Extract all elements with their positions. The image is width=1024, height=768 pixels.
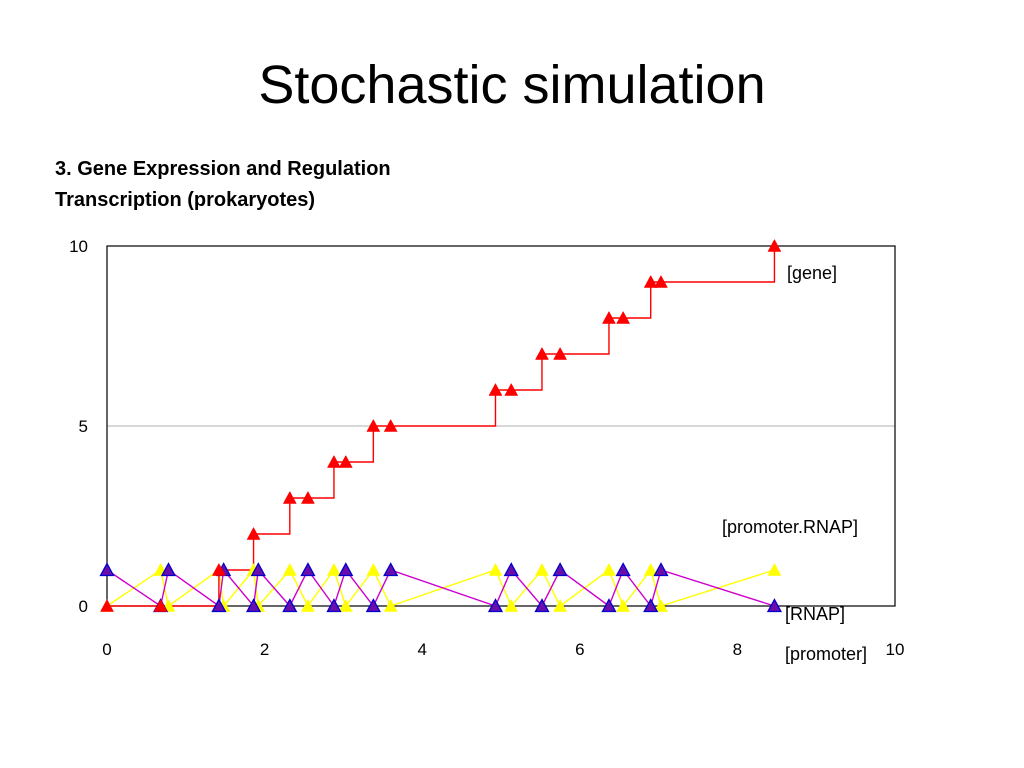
y-tick-label: 5: [79, 417, 88, 436]
data-point-gene: [246, 526, 261, 540]
data-point-promoter-rnap: [301, 598, 315, 612]
data-point-promoter-rnap: [553, 598, 568, 612]
data-point-rnap: [300, 562, 316, 577]
label-rnap: [RNAP]: [785, 604, 845, 624]
data-point-promoter-rnap: [535, 562, 549, 576]
data-point-rnap: [211, 598, 227, 613]
data-point-rnap: [487, 598, 504, 613]
data-point-rnap: [383, 562, 399, 577]
data-point-rnap: [160, 562, 177, 577]
data-point-gene: [282, 490, 297, 504]
data-point-rnap: [338, 562, 354, 577]
y-tick-label: 0: [79, 597, 88, 616]
subtitle-section: 3. Gene Expression and Regulation: [55, 158, 391, 180]
data-point-promoter-rnap: [488, 562, 503, 576]
data-point-gene: [553, 346, 568, 360]
data-point-rnap: [250, 562, 266, 577]
data-point-rnap: [552, 562, 568, 577]
data-point-gene: [654, 274, 668, 288]
label-promoter: [promoter]: [785, 644, 867, 664]
x-tick-label: 0: [102, 640, 111, 659]
data-point-rnap: [643, 598, 659, 613]
y-tick-label: 10: [69, 237, 88, 256]
data-point-gene: [535, 346, 549, 360]
data-point-promoter-rnap: [327, 562, 341, 576]
data-point-rnap: [365, 598, 381, 613]
x-tick-label: 2: [260, 640, 269, 659]
subtitle-topic: Transcription (prokaryotes): [55, 189, 316, 211]
data-point-promoter-rnap: [504, 598, 519, 612]
data-point-gene: [327, 454, 341, 468]
data-point-rnap: [601, 598, 617, 613]
data-point-gene: [153, 598, 168, 612]
data-point-gene: [488, 382, 503, 396]
x-tick-label: 8: [733, 640, 742, 659]
data-point-promoter-rnap: [338, 598, 353, 612]
x-tick-label: 4: [417, 640, 426, 659]
data-point-promoter-rnap: [616, 598, 631, 612]
data-point-promoter-rnap: [643, 562, 658, 576]
data-point-promoter-rnap: [654, 598, 668, 612]
plot-frame: [106, 245, 896, 607]
x-tick-label: 6: [575, 640, 584, 659]
x-tick-label: 10: [886, 640, 905, 659]
data-point-rnap: [99, 562, 115, 577]
data-point-gene: [338, 454, 353, 468]
data-point-promoter-rnap: [282, 562, 297, 576]
data-point-gene: [767, 238, 782, 252]
data-point-gene: [643, 274, 658, 288]
data-point-rnap: [615, 562, 631, 577]
data-point-rnap: [326, 598, 342, 613]
data-point-gene: [366, 418, 381, 432]
series-line-promoter-rnap: [106, 568, 775, 608]
data-point-rnap: [653, 562, 669, 577]
slide-title: Stochastic simulation: [258, 55, 766, 115]
data-point-gene: [211, 562, 226, 576]
data-point-gene: [616, 310, 631, 324]
data-point-gene: [504, 382, 519, 396]
data-point-gene: [602, 310, 616, 324]
data-point-rnap: [245, 598, 262, 613]
data-point-promoter-rnap: [366, 562, 381, 576]
label-gene: [gene]: [787, 263, 837, 283]
data-point-gene: [100, 598, 114, 612]
data-point-promoter-rnap: [602, 562, 616, 576]
data-point-promoter-rnap: [767, 562, 782, 576]
data-point-rnap: [282, 598, 298, 613]
data-point-rnap: [534, 598, 550, 613]
data-point-rnap: [503, 562, 519, 577]
data-point-promoter-rnap: [383, 598, 398, 612]
series-line-rnap: [106, 568, 775, 608]
data-point-gene: [301, 490, 315, 504]
data-point-gene: [383, 418, 398, 432]
data-point-rnap: [766, 598, 783, 613]
label-promoter-rnap: [promoter.RNAP]: [722, 517, 858, 537]
